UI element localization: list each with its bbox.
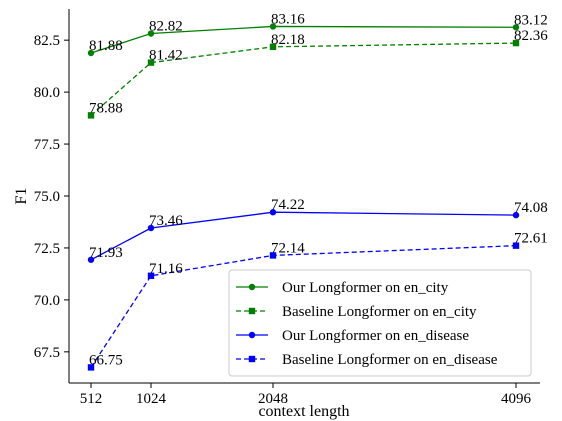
series-0-point [147,30,155,37]
data-label-layer: 81.88 82.82 83.16 83.12 78.88 81.42 82.18 82.36… [89,11,548,368]
data-label: 74.22 [271,197,305,213]
y-tick-label: 67.5 [34,345,60,361]
legend-label: Baseline Longformer on en_city [282,304,477,320]
series-1-line [90,42,517,116]
x-tick-label: 2048 [258,391,288,407]
y-tick-label: 82.5 [34,33,60,49]
data-label: 82.82 [149,19,183,35]
series-2-point [87,256,95,263]
series-2-point [512,211,520,219]
legend-marker [248,307,256,315]
legend-marker [248,283,256,291]
legend-marker [248,355,256,363]
series-3-point [269,252,277,259]
y-tick-label: 77.5 [34,137,60,153]
y-axis-label: F1 [13,188,30,205]
series-3-line [90,245,517,368]
legend-label: Baseline Longformer on en_disease [282,352,498,368]
legend: Our Longformer on en_city Baseline Longfo… [228,269,532,377]
legend-frame [228,269,532,377]
data-label: 83.12 [514,12,548,28]
data-label: 72.14 [271,240,305,256]
y-ticks: 67.5 70.0 72.5 75.0 77.5 80.0 82.5 [34,33,69,361]
data-label: 74.08 [514,200,548,216]
series-layer [87,23,520,371]
series-3-point [512,242,520,249]
series-0-point [87,49,95,57]
data-label: 83.16 [271,11,305,27]
series-1-point [269,43,277,51]
data-label: 71.93 [89,245,123,261]
data-label: 81.88 [89,38,123,54]
x-tick-label: 4096 [501,391,532,407]
y-tick-label: 72.5 [34,241,60,257]
x-ticks: 512 1024 2048 4096 [80,383,532,407]
x-axis-label: context length [258,403,349,420]
data-label: 82.36 [514,28,548,44]
series-0-point [269,23,277,30]
legend-label: Our Longformer on en_disease [282,328,469,344]
series-0-point [512,24,520,31]
series-2-line [90,211,517,261]
y-tick-label: 70.0 [34,293,60,309]
data-label: 78.88 [89,100,123,116]
legend-label: Our Longformer on en_city [282,280,449,296]
y-tick-label: 75.0 [34,189,60,205]
data-label: 72.61 [514,231,548,247]
data-label: 71.16 [149,261,183,277]
series-2-point [147,224,155,232]
series-2-point [269,209,277,216]
data-label: 82.18 [271,32,305,48]
legend-marker [248,331,256,339]
series-0-line [90,25,517,54]
x-tick-label: 512 [80,391,103,407]
series-1-point [512,39,520,47]
x-tick-label: 1024 [136,391,167,407]
series-1-point [147,59,155,66]
series-3-point [147,272,155,279]
data-label: 81.42 [149,48,183,64]
series-1-point [87,112,95,119]
series-3-point [87,364,95,371]
data-label: 73.46 [149,213,183,229]
data-label: 66.75 [89,352,123,368]
y-tick-label: 80.0 [34,85,60,101]
